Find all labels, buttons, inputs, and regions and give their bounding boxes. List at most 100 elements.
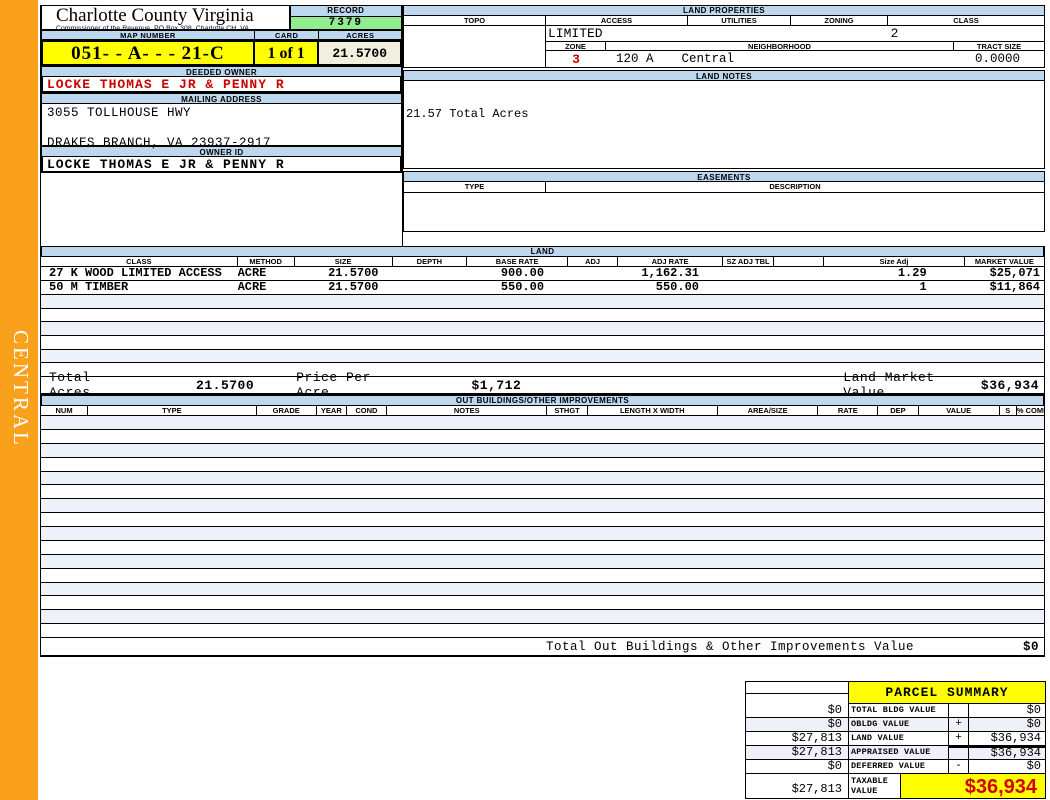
out-buildings-total-label: Total Out Buildings & Other Improvements…	[546, 639, 915, 654]
topo-value	[404, 26, 546, 67]
address-line-1: 3055 TOLLHOUSE HWY	[47, 106, 192, 120]
owner-panel: Charlotte County Virginia Commissioner o…	[40, 5, 403, 246]
cell-market-value: $25,071	[989, 267, 1040, 280]
mailing-address: 3055 TOLLHOUSE HWY DRAKES BRANCH, VA 239…	[41, 104, 402, 150]
summary-label: OBLDG VALUE	[849, 718, 949, 731]
land-empty-rows	[41, 295, 1044, 378]
col-sz-adj-tbl: SZ ADJ TBL	[723, 257, 775, 266]
summary-operator: +	[949, 718, 969, 731]
cell-base-rate: 900.00	[500, 267, 545, 280]
out-buildings-column-headers: NUM TYPE GRADE YEAR COND NOTES STHGT LEN…	[41, 406, 1044, 416]
summary-row-deferred: $0 DEFERRED VALUE - $0	[746, 760, 1045, 774]
parcel-summary: PARCEL SUMMARY $0 TOTAL BLDG VALUE $0 $0…	[745, 681, 1046, 799]
col-num: NUM	[41, 406, 89, 415]
col-topo: TOPO	[404, 16, 546, 25]
cell-blank	[774, 281, 824, 294]
col-blank	[774, 257, 825, 266]
col-adj: ADJ	[568, 257, 619, 266]
summary-left-value: $0	[746, 760, 849, 773]
summary-left-value: $27,813	[746, 746, 849, 759]
col-easement-type: TYPE	[404, 182, 546, 192]
summary-row-total-bldg: $0 TOTAL BLDG VALUE $0	[746, 704, 1045, 718]
summary-value: $0	[1026, 717, 1041, 731]
col-depth: DEPTH	[393, 257, 468, 266]
mailing-address-label: MAILING ADDRESS	[41, 93, 402, 104]
zone-value: 3	[572, 51, 580, 67]
col-length-width: LENGTH X WIDTH	[588, 406, 718, 415]
record-box: RECORD 7379	[289, 5, 402, 30]
col-cond: COND	[347, 406, 387, 415]
col-base-rate: BASE RATE	[467, 257, 569, 266]
tract-size-value: 0.0000	[974, 52, 1020, 66]
total-acres-value: 21.5700	[196, 377, 255, 393]
land-row: 27 K WOOD LIMITED ACCESS ACRE 21.5700 90…	[41, 267, 1044, 281]
owner-id-value: LOCKE THOMAS E JR & PENNY R	[41, 157, 402, 173]
region-sideband: CENTRAL	[0, 0, 38, 800]
cell-size: 21.5700	[328, 281, 379, 294]
col-dep: DEP	[878, 406, 919, 415]
class-value: 2	[890, 26, 899, 41]
cell-sz-adj-tbl	[723, 281, 774, 294]
commissioner-line: Commissioner of the Revenue, PO Box 308,…	[56, 25, 249, 32]
owner-panel-blank	[41, 173, 402, 246]
cell-method: ACRE	[237, 281, 267, 294]
taxable-value: $36,934	[901, 774, 1045, 798]
summary-operator: +	[949, 732, 969, 745]
summary-left-value: $0	[746, 704, 849, 717]
neighborhood-name: Central	[681, 52, 735, 66]
out-buildings-empty-rows	[41, 416, 1044, 638]
summary-value: $0	[1026, 759, 1041, 773]
out-buildings-total-value: $0	[1022, 639, 1039, 654]
col-s: S	[1000, 406, 1017, 415]
summary-operator: -	[949, 760, 969, 773]
summary-operator	[949, 704, 969, 717]
cell-sz-adj-tbl	[723, 267, 774, 280]
col-year: YEAR	[317, 406, 347, 415]
col-pct-comp: % COMP	[1016, 406, 1044, 415]
cell-depth	[393, 281, 468, 294]
col-area-size: AREA/SIZE	[718, 406, 819, 415]
land-column-headers: CLASS METHOD SIZE DEPTH BASE RATE ADJ AD…	[41, 257, 1044, 267]
parcel-summary-title: PARCEL SUMMARY	[849, 682, 1045, 704]
county-name: Charlotte County Virginia	[56, 5, 254, 26]
cell-market-value: $11,864	[989, 281, 1040, 294]
land-notes-title: LAND NOTES	[403, 70, 1045, 81]
summary-value: $0	[1026, 703, 1041, 717]
price-per-acre-value: $1,712	[471, 377, 522, 393]
cell-adj-rate: 1,162.31	[641, 267, 699, 280]
cell-adj	[568, 281, 618, 294]
out-buildings-table: OUT BUILDINGS/OTHER IMPROVEMENTS NUM TYP…	[40, 395, 1045, 657]
col-utilities: UTILITIES	[688, 16, 791, 25]
tract-size-label: TRACT SIZE	[976, 42, 1022, 51]
col-class: CLASS	[953, 16, 979, 25]
land-market-value: $36,934	[980, 377, 1039, 393]
summary-operator	[949, 746, 969, 759]
neighborhood-value: 120 A Central	[606, 52, 954, 66]
cell-adj	[568, 267, 618, 280]
col-type: TYPE	[88, 406, 257, 415]
col-size-adj: Size Adj	[824, 257, 965, 266]
summary-label: DEFERRED VALUE	[849, 760, 949, 773]
county-title-box: Charlotte County Virginia Commissioner o…	[41, 5, 290, 32]
col-rate: RATE	[818, 406, 879, 415]
easements-body	[403, 193, 1045, 232]
col-market-value: MARKET VALUE	[974, 257, 1034, 266]
summary-label: TOTAL BLDG VALUE	[849, 704, 949, 717]
map-number-value: 051- - A- - - 21-C	[41, 40, 255, 66]
summary-row-obldg: $0 OBLDG VALUE + $0	[746, 718, 1045, 732]
col-class: CLASS	[41, 257, 238, 266]
cell-class: 50 M TIMBER	[49, 281, 129, 294]
col-zoning: ZONING	[791, 16, 888, 25]
record-value: 7379	[289, 17, 402, 30]
out-buildings-title: OUT BUILDINGS/OTHER IMPROVEMENTS	[41, 395, 1044, 406]
record-label: RECORD	[289, 5, 402, 17]
cell-depth	[393, 267, 468, 280]
summary-value: $36,934	[969, 746, 1045, 759]
col-sthgt: STHGT	[547, 406, 588, 415]
col-size: SIZE	[295, 257, 393, 266]
col-adj-rate: ADJ RATE	[618, 257, 723, 266]
land-properties-panel: LAND PROPERTIES TOPO ACCESS UTILITIES ZO…	[403, 5, 1045, 232]
out-buildings-total-row: Total Out Buildings & Other Improvements…	[41, 638, 1044, 657]
cell-base-rate: 550.00	[500, 281, 545, 294]
neighborhood-code: 120 A	[616, 52, 654, 66]
